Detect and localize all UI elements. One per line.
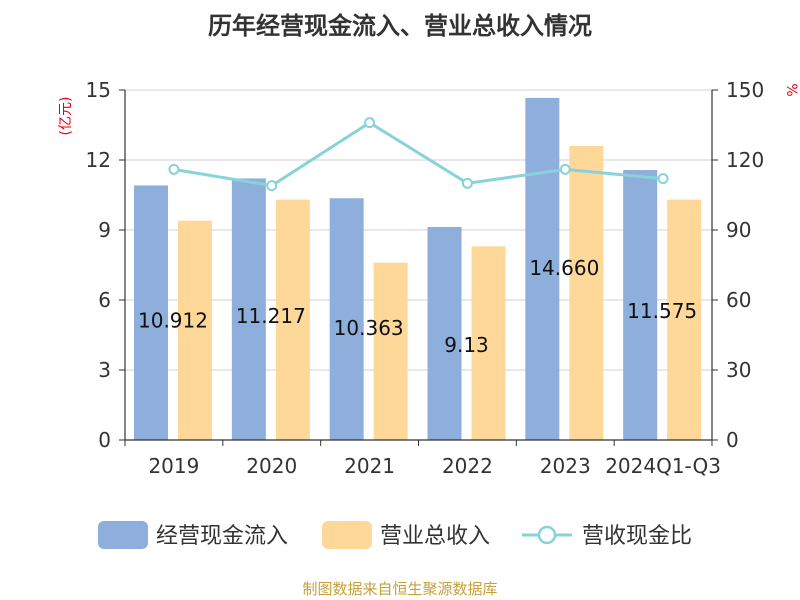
data-label-cash-inflow: 10.912 (138, 308, 208, 332)
y-left-tick-label: 6 (98, 288, 111, 312)
y-left-unit-label: (亿元) (58, 97, 74, 136)
bar-revenue (471, 246, 506, 440)
legend-swatch-ratio-marker (537, 525, 557, 545)
data-label-cash-inflow: 10.363 (334, 316, 404, 340)
ratio-point (461, 177, 473, 189)
y-left-tick-label: 0 (98, 428, 111, 452)
ratio-point (168, 163, 180, 175)
legend-swatch-revenue (322, 521, 372, 549)
legend-swatch-cash-inflow (98, 521, 148, 549)
x-tick-label: 2019 (148, 454, 199, 478)
bar-cash-inflow (623, 170, 658, 441)
y-right-unit-label: % (783, 83, 799, 96)
data-label-cash-inflow: 14.660 (529, 256, 599, 280)
bar-revenue (667, 199, 702, 440)
y-right-tick-label: 90 (726, 218, 751, 242)
ratio-point (559, 163, 571, 175)
y-left-tick-label: 3 (98, 358, 111, 382)
data-label-cash-inflow: 9.13 (444, 333, 489, 357)
x-tick-label: 2022 (442, 454, 493, 478)
bar-revenue (569, 146, 604, 440)
y-left-tick-label: 15 (86, 78, 111, 102)
bar-revenue (275, 199, 310, 440)
y-right-tick-label: 0 (726, 428, 739, 452)
ratio-point (266, 180, 278, 192)
bars (134, 97, 702, 441)
ratio-line (168, 117, 669, 192)
x-tick-label: 2023 (540, 454, 591, 478)
legend: 经营现金流入 营业总收入 营收现金比 (98, 521, 692, 549)
bar-cash-inflow (329, 198, 364, 440)
y-right-tick-label: 60 (726, 288, 751, 312)
y-right-tick-label: 30 (726, 358, 751, 382)
chart-title: 历年经营现金流入、营业总收入情况 (208, 12, 592, 40)
legend-label-cash-inflow: 经营现金流入 (156, 524, 288, 549)
data-label-cash-inflow: 11.217 (236, 304, 306, 328)
grid-lines (125, 89, 712, 371)
bar-cash-inflow (427, 226, 462, 440)
bar-cash-inflow (231, 178, 266, 440)
source-footer: 制图数据来自恒生聚源数据库 (302, 580, 498, 598)
ratio-point (364, 117, 376, 129)
y-right-tick-label: 150 (726, 78, 764, 102)
x-tick-label: 2021 (344, 454, 395, 478)
legend-label-revenue: 营业总收入 (380, 524, 490, 549)
bar-cash-inflow (525, 97, 560, 440)
x-tick-label: 2024Q1-Q3 (605, 454, 721, 478)
bar-revenue (373, 262, 408, 440)
data-labels: 10.912 11.217 10.363 9.13 14.660 11.575 (138, 256, 697, 357)
ratio-line-path (173, 120, 664, 188)
legend-label-ratio: 营收现金比 (582, 524, 692, 549)
y-left-tick-label: 12 (86, 148, 111, 172)
x-tick-label: 2020 (246, 454, 297, 478)
ratio-point (657, 173, 669, 185)
bar-cash-inflow (134, 185, 168, 440)
data-label-cash-inflow: 11.575 (627, 299, 697, 323)
y-right-tick-label: 120 (726, 148, 764, 172)
bar-revenue (178, 220, 212, 440)
y-left-tick-label: 9 (98, 218, 111, 242)
